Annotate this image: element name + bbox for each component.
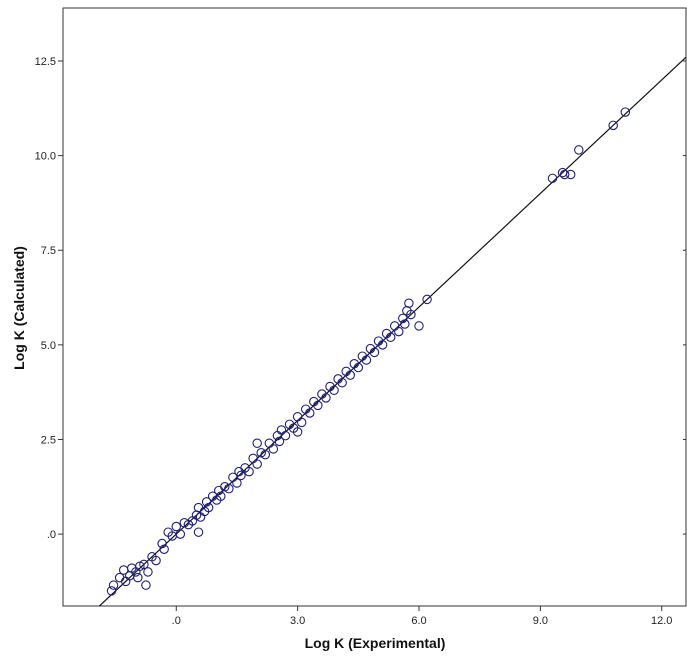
data-point (329, 385, 339, 396)
x-tick-label: .0 (172, 615, 181, 627)
y-tick-label: 10.0 (35, 151, 56, 163)
data-point (296, 417, 307, 428)
data-point (232, 478, 242, 488)
data-point (559, 169, 570, 180)
data-point (143, 567, 153, 577)
data-point (404, 298, 414, 308)
data-point (369, 347, 380, 358)
data-point (252, 438, 262, 449)
x-tick-label: 6.0 (411, 615, 426, 627)
data-point (321, 393, 331, 403)
data-point (236, 470, 246, 481)
data-point (274, 436, 285, 447)
data-point (201, 497, 212, 507)
x-tick-label: 12.0 (651, 615, 672, 627)
y-tick-label: 12.5 (35, 56, 56, 68)
data-point (280, 430, 291, 441)
data-point (414, 321, 424, 331)
x-axis: .0 3.0 6.0 9.0 12.0 (172, 606, 672, 627)
data-point (305, 408, 315, 418)
y-tick-label: 7.5 (41, 245, 56, 257)
data-points (106, 107, 631, 596)
data-point (171, 521, 182, 532)
data-point (157, 538, 167, 549)
data-point (252, 459, 262, 469)
data-point (141, 580, 151, 590)
data-point (244, 466, 254, 477)
data-point (216, 491, 226, 501)
data-point (268, 444, 279, 454)
data-point (620, 107, 631, 117)
data-point (361, 355, 372, 365)
data-point (394, 326, 404, 337)
data-point (151, 555, 161, 566)
data-point (224, 483, 234, 494)
y-tick-label: .0 (47, 529, 56, 541)
data-point (203, 502, 214, 513)
data-point (547, 173, 558, 184)
data-point (108, 580, 119, 590)
data-point (353, 362, 364, 373)
data-point (422, 294, 432, 305)
x-axis-title: Log K (Experimental) (305, 635, 446, 651)
data-point (400, 319, 410, 329)
data-point (292, 427, 303, 437)
data-point (608, 120, 618, 131)
y-axis-title: Log K (Calculated) (11, 246, 27, 370)
data-point (159, 544, 169, 554)
y-tick-label: 5.0 (41, 340, 56, 352)
data-point (193, 527, 204, 537)
data-point (406, 309, 416, 320)
data-point (337, 377, 347, 388)
data-point (133, 572, 143, 583)
data-point (565, 169, 576, 180)
plot-frame (62, 7, 687, 607)
data-point (313, 400, 323, 411)
data-point (385, 332, 396, 343)
y-tick-label: 2.5 (41, 434, 56, 446)
data-point (345, 370, 355, 380)
y-axis: .0 2.5 5.0 7.5 10.0 12.5 (35, 56, 686, 541)
data-point (574, 145, 584, 155)
data-point (377, 340, 388, 350)
data-point (106, 586, 117, 596)
data-point (175, 529, 186, 539)
x-tick-label: 9.0 (533, 615, 548, 627)
data-point (139, 559, 149, 570)
data-point (398, 313, 408, 324)
data-point (260, 449, 271, 460)
x-tick-label: 3.0 (290, 615, 305, 627)
